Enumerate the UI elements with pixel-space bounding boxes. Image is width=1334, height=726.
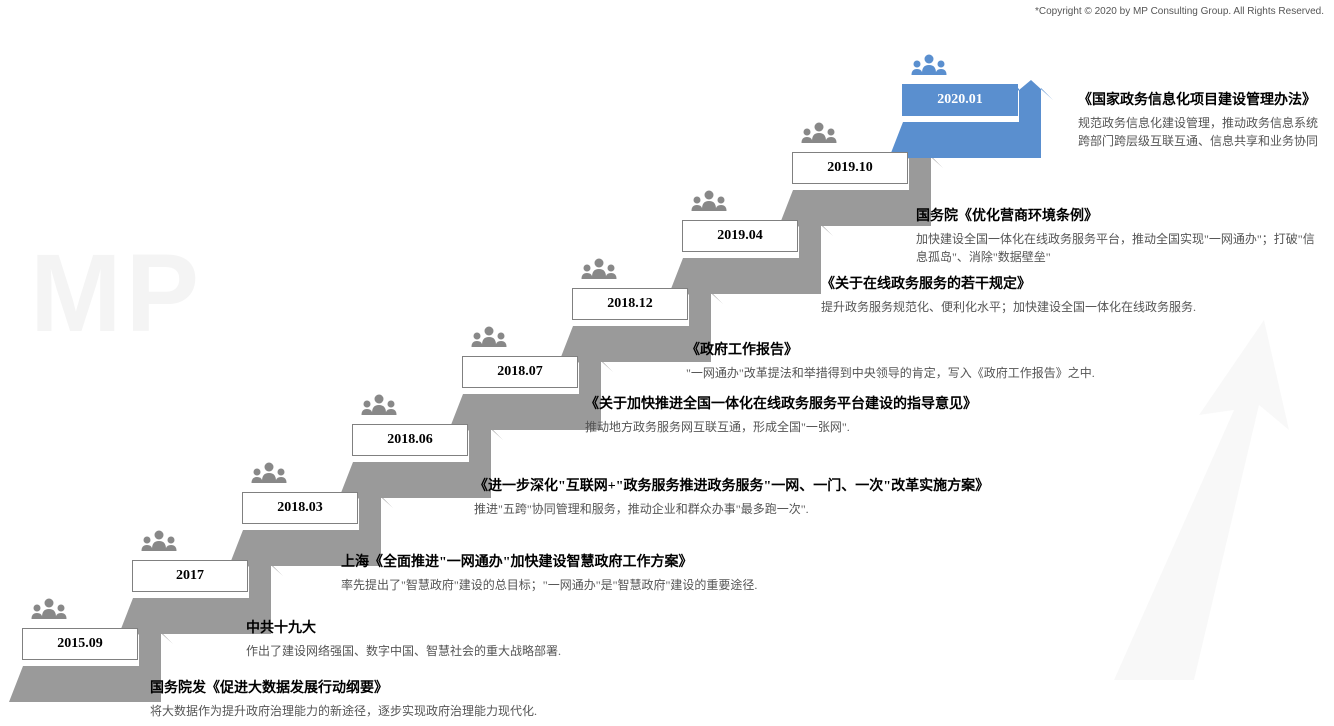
people-group-icon bbox=[908, 53, 950, 86]
people-group-icon bbox=[28, 597, 70, 630]
step-description: 推进"五跨"协同管理和服务，推动企业和群众办事"最多跑一次". bbox=[474, 500, 1284, 518]
step-description: "一网通办"改革提法和举措得到中央领导的肯定，写入《政府工作报告》之中. bbox=[686, 364, 1286, 382]
people-group-icon bbox=[578, 257, 620, 290]
step-date-label: 2015.09 bbox=[57, 636, 103, 652]
step-title: 《关于加快推进全国一体化在线政务服务平台建设的指导意见》 bbox=[585, 396, 1285, 414]
people-group-icon bbox=[248, 461, 290, 494]
step-description: 规范政务信息化建设管理，推动政务信息系统跨部门跨层级互联互通、信息共享和业务协同 bbox=[1078, 114, 1328, 150]
step-description: 提升政务服务规范化、便利化水平；加快建设全国一体化在线政务服务. bbox=[821, 298, 1321, 316]
step-date-box: 2019.10 bbox=[792, 152, 908, 184]
step-description: 作出了建设网络强国、数字中国、智慧社会的重大战略部署. bbox=[246, 642, 1246, 660]
step-date-box: 2020.01 bbox=[902, 84, 1018, 116]
people-group-icon bbox=[798, 121, 840, 154]
step-description: 加快建设全国一体化在线政务服务平台，推动全国实现"一网通办"；打破"信息孤岛"、… bbox=[916, 230, 1326, 266]
step-text-block: 国务院发《促进大数据发展行动纲要》将大数据作为提升政府治理能力的新途径，逐步实现… bbox=[150, 680, 1250, 720]
step-description: 率先提出了"智慧政府"建设的总目标；"一网通办"是"智慧政府"建设的重要途径. bbox=[341, 576, 1261, 594]
step-text-block: 《政府工作报告》 "一网通办"改革提法和举措得到中央领导的肯定，写入《政府工作报告… bbox=[686, 342, 1286, 382]
step-title: 中共十九大 bbox=[246, 620, 1246, 638]
step-title: 《政府工作报告》 bbox=[686, 342, 1286, 360]
step-title: 《关于在线政务服务的若干规定》 bbox=[821, 276, 1321, 294]
step-title: 《进一步深化"互联网+"政务服务推进政务服务"一网、一门、一次"改革实施方案》 bbox=[474, 478, 1284, 496]
step-date-label: 2018.07 bbox=[497, 364, 543, 380]
step-text-block: 国务院《优化营商环境条例》加快建设全国一体化在线政务服务平台，推动全国实现"一网… bbox=[916, 208, 1326, 266]
step-date-label: 2018.03 bbox=[277, 500, 323, 516]
step-date-box: 2018.12 bbox=[572, 288, 688, 320]
step-text-block: 《进一步深化"互联网+"政务服务推进政务服务"一网、一门、一次"改革实施方案》推… bbox=[474, 478, 1284, 518]
step-text-block: 《国家政务信息化项目建设管理办法》规范政务信息化建设管理，推动政务信息系统跨部门… bbox=[1078, 92, 1328, 150]
step-text-block: 《关于在线政务服务的若干规定》提升政务服务规范化、便利化水平；加快建设全国一体化… bbox=[821, 276, 1321, 316]
step-date-label: 2019.10 bbox=[827, 160, 873, 176]
step-date-box: 2018.06 bbox=[352, 424, 468, 456]
people-group-icon bbox=[688, 189, 730, 222]
step-title: 上海《全面推进"一网通办"加快建设智慧政府工作方案》 bbox=[341, 554, 1261, 572]
step-text-block: 《关于加快推进全国一体化在线政务服务平台建设的指导意见》推动地方政务服务网互联互… bbox=[585, 396, 1285, 436]
step-date-label: 2020.01 bbox=[937, 92, 983, 108]
copyright-text: *Copyright © 2020 by MP Consulting Group… bbox=[1035, 6, 1324, 17]
step-date-box: 2018.07 bbox=[462, 356, 578, 388]
step-title: 《国家政务信息化项目建设管理办法》 bbox=[1078, 92, 1328, 110]
step-date-label: 2017 bbox=[176, 568, 204, 584]
step-date-box: 2017 bbox=[132, 560, 248, 592]
people-group-icon bbox=[468, 325, 510, 358]
people-group-icon bbox=[138, 529, 180, 562]
step-date-label: 2018.12 bbox=[607, 296, 653, 312]
step-date-label: 2018.06 bbox=[387, 432, 433, 448]
step-title: 国务院《优化营商环境条例》 bbox=[916, 208, 1326, 226]
step-date-box: 2015.09 bbox=[22, 628, 138, 660]
step-date-box: 2018.03 bbox=[242, 492, 358, 524]
step-title: 国务院发《促进大数据发展行动纲要》 bbox=[150, 680, 1250, 698]
step-date-label: 2019.04 bbox=[717, 228, 763, 244]
step-text-block: 中共十九大作出了建设网络强国、数字中国、智慧社会的重大战略部署. bbox=[246, 620, 1246, 660]
people-group-icon bbox=[358, 393, 400, 426]
watermark-logo: MP bbox=[30, 230, 203, 357]
step-text-block: 上海《全面推进"一网通办"加快建设智慧政府工作方案》率先提出了"智慧政府"建设的… bbox=[341, 554, 1261, 594]
step-description: 推动地方政务服务网互联互通，形成全国"一张网". bbox=[585, 418, 1285, 436]
step-date-box: 2019.04 bbox=[682, 220, 798, 252]
step-description: 将大数据作为提升政府治理能力的新途径，逐步实现政府治理能力现代化. bbox=[150, 702, 1250, 720]
